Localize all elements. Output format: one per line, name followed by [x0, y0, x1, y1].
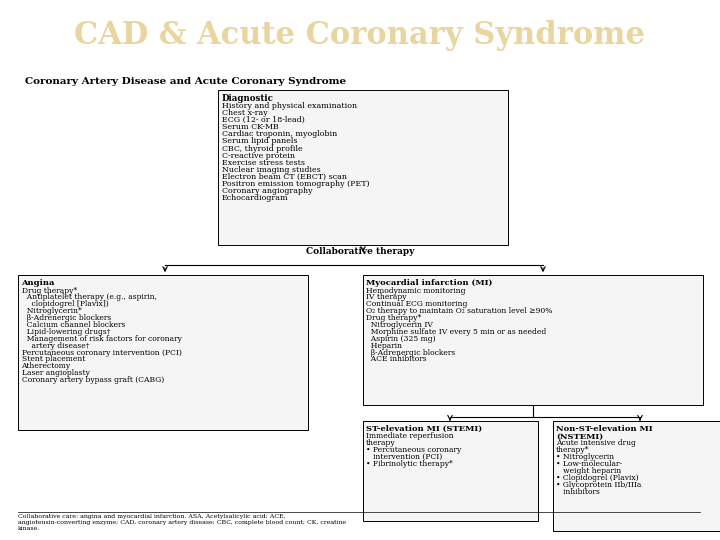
Text: • Fibrinolytic therapy*: • Fibrinolytic therapy* — [366, 460, 453, 468]
FancyBboxPatch shape — [363, 275, 703, 405]
Text: Positron emission tomography (PET): Positron emission tomography (PET) — [222, 180, 369, 188]
Text: intervention (PCI): intervention (PCI) — [366, 453, 442, 461]
Text: CBC, thyroid profile: CBC, thyroid profile — [222, 145, 302, 153]
Text: Calcium channel blockers: Calcium channel blockers — [22, 321, 125, 329]
Text: History and physical examination: History and physical examination — [222, 102, 356, 110]
Text: Atherectomy: Atherectomy — [22, 362, 71, 370]
Text: Continual ECG monitoring: Continual ECG monitoring — [366, 300, 468, 308]
Text: Angina: Angina — [22, 279, 55, 287]
Text: Aspirin (325 mg): Aspirin (325 mg) — [366, 335, 436, 343]
Text: Collaborative care: angina and myocardial infarction. ASA, Acetylsalicylic acid;: Collaborative care: angina and myocardia… — [18, 514, 346, 531]
Text: ST-elevation MI (STEMI): ST-elevation MI (STEMI) — [366, 424, 482, 433]
Text: Diagnostic: Diagnostic — [222, 94, 274, 103]
Text: therapy: therapy — [366, 440, 395, 447]
Text: O₂ therapy to maintain O₂ saturation level ≥90%: O₂ therapy to maintain O₂ saturation lev… — [366, 307, 553, 315]
Text: Laser angioplasty: Laser angioplasty — [22, 369, 89, 377]
Text: Drug therapy*: Drug therapy* — [366, 314, 422, 322]
FancyBboxPatch shape — [552, 421, 720, 531]
Text: CAD & Acute Coronary Syndrome: CAD & Acute Coronary Syndrome — [74, 19, 646, 51]
Text: Lipid-lowering drugs†: Lipid-lowering drugs† — [22, 328, 110, 336]
Text: Exercise stress tests: Exercise stress tests — [222, 159, 305, 167]
Text: Serum CK-MB: Serum CK-MB — [222, 123, 278, 131]
Text: • Percutaneous coronary: • Percutaneous coronary — [366, 446, 462, 454]
Text: therapy*: therapy* — [556, 446, 590, 454]
Text: C-reactive protein: C-reactive protein — [222, 152, 294, 160]
Text: ACE inhibitors: ACE inhibitors — [366, 355, 427, 363]
Text: β-Adrenergic blockers: β-Adrenergic blockers — [366, 349, 456, 356]
Text: Drug therapy*: Drug therapy* — [22, 287, 76, 294]
Text: Hemodynamic monitoring: Hemodynamic monitoring — [366, 287, 466, 294]
Text: Heparin: Heparin — [366, 342, 402, 350]
Text: Coronary Artery Disease and Acute Coronary Syndrome: Coronary Artery Disease and Acute Corona… — [25, 77, 346, 86]
Text: Cardiac troponin, myoglobin: Cardiac troponin, myoglobin — [222, 130, 337, 138]
Text: Coronary artery bypass graft (CABG): Coronary artery bypass graft (CABG) — [22, 376, 163, 384]
FancyBboxPatch shape — [18, 275, 308, 430]
Text: Non-ST-elevation MI: Non-ST-elevation MI — [556, 424, 652, 433]
Text: Coronary angiography: Coronary angiography — [222, 187, 312, 195]
Text: • Clopidogrel (Plavix): • Clopidogrel (Plavix) — [556, 474, 639, 482]
Text: Morphine sulfate IV every 5 min or as needed: Morphine sulfate IV every 5 min or as ne… — [366, 328, 546, 336]
Text: • Glycoprotein IIb/IIIa: • Glycoprotein IIb/IIIa — [556, 481, 642, 489]
Text: Immediate reperfusion: Immediate reperfusion — [366, 433, 454, 441]
Text: Percutaneous coronary intervention (PCI): Percutaneous coronary intervention (PCI) — [22, 349, 181, 356]
Text: • Low-molecular-: • Low-molecular- — [556, 460, 622, 468]
Text: • Nitroglycerin: • Nitroglycerin — [556, 453, 614, 461]
FancyBboxPatch shape — [362, 421, 538, 521]
Text: Myocardial infarction (MI): Myocardial infarction (MI) — [366, 279, 493, 287]
Text: β-Adrenergic blockers: β-Adrenergic blockers — [22, 314, 111, 322]
Text: Echocardiogram: Echocardiogram — [222, 194, 288, 202]
Text: Nitroglycerin*: Nitroglycerin* — [22, 307, 81, 315]
Text: Chest x-ray: Chest x-ray — [222, 109, 267, 117]
Text: weight heparin: weight heparin — [556, 467, 621, 475]
Text: artery disease†: artery disease† — [22, 342, 89, 350]
Text: Collaborative therapy: Collaborative therapy — [306, 247, 414, 256]
Text: Antiplatelet therapy (e.g., aspirin,: Antiplatelet therapy (e.g., aspirin, — [22, 293, 156, 301]
FancyBboxPatch shape — [218, 90, 508, 245]
Text: Management of risk factors for coronary: Management of risk factors for coronary — [22, 335, 181, 343]
Text: Stent placement: Stent placement — [22, 355, 85, 363]
Text: Nuclear imaging studies: Nuclear imaging studies — [222, 166, 320, 174]
Text: Nitroglycerin IV: Nitroglycerin IV — [366, 321, 433, 329]
Text: IV therapy: IV therapy — [366, 293, 407, 301]
Text: (NSTEMI): (NSTEMI) — [556, 433, 603, 441]
Text: inhibitors: inhibitors — [556, 488, 600, 496]
Text: Electron beam CT (EBCT) scan: Electron beam CT (EBCT) scan — [222, 173, 346, 181]
Text: clopidogrel [Plavix]): clopidogrel [Plavix]) — [22, 300, 108, 308]
Text: ECG (12- or 18-lead): ECG (12- or 18-lead) — [222, 116, 305, 124]
Text: Acute intensive drug: Acute intensive drug — [556, 440, 636, 447]
Text: Serum lipid panels: Serum lipid panels — [222, 138, 297, 145]
